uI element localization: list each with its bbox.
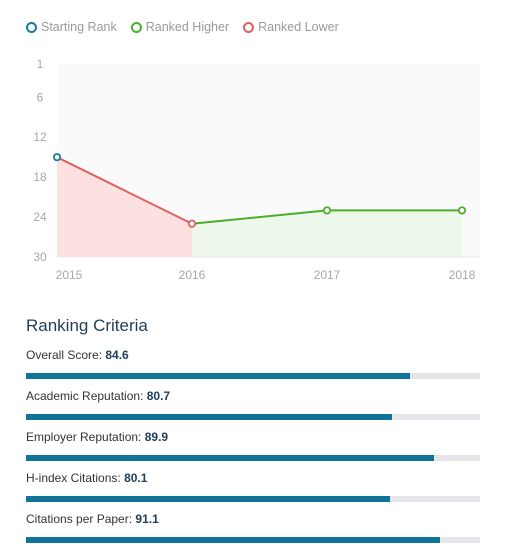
- criterion-value: 84.6: [105, 348, 129, 362]
- criterion-citations-per-paper: Citations per Paper: 91.1: [26, 510, 480, 551]
- y-tick-label: 30: [33, 250, 47, 264]
- criterion-value: 91.1: [135, 512, 159, 526]
- criterion-label: Academic Reputation: 80.7: [26, 389, 170, 403]
- legend-label: Ranked Higher: [145, 20, 230, 34]
- score-bar-track: [26, 373, 480, 379]
- criterion-name: Citations per Paper:: [26, 512, 133, 526]
- score-bar-fill: [26, 414, 393, 420]
- y-tick-label: 24: [33, 210, 47, 224]
- x-tick-label: 2016: [179, 268, 206, 282]
- x-tick-label: 2015: [56, 268, 83, 282]
- score-bar-track: [26, 496, 480, 502]
- legend-marker-icon: [243, 21, 255, 33]
- criterion-label: Employer Reputation: 89.9: [26, 430, 168, 444]
- criterion-label: Overall Score: 84.6: [26, 348, 129, 362]
- legend-item-starting-rank[interactable]: Starting Rank: [26, 20, 117, 34]
- criterion-employer-reputation: Employer Reputation: 89.9: [26, 428, 480, 469]
- data-point-2018: [457, 206, 467, 215]
- criterion-overall-score: Overall Score: 84.6: [26, 346, 480, 387]
- score-bar-track: [26, 455, 480, 461]
- criteria-list: Overall Score: 84.6 Academic Reputation:…: [26, 346, 480, 551]
- criterion-value: 80.7: [146, 389, 171, 403]
- score-bar-fill: [26, 455, 435, 461]
- score-bar-track: [26, 414, 480, 420]
- criterion-label: Citations per Paper: 91.1: [26, 512, 159, 526]
- legend-item-ranked-lower[interactable]: Ranked Lower: [243, 20, 339, 34]
- chart-legend: Starting Rank Ranked Higher Ranked Lower: [26, 20, 339, 34]
- criterion-value: 89.9: [144, 430, 169, 444]
- y-tick-label: 1: [37, 57, 44, 71]
- series-area-0: [57, 157, 192, 257]
- score-bar-fill: [26, 537, 440, 543]
- legend-item-ranked-higher[interactable]: Ranked Higher: [130, 20, 230, 34]
- criterion-label: H-index Citations: 80.1: [26, 471, 147, 485]
- score-bar-fill: [26, 496, 390, 502]
- data-point-2017: [322, 206, 332, 215]
- criterion-name: H-index Citations:: [26, 471, 121, 485]
- data-point-2016: [187, 219, 197, 228]
- criterion-name: Employer Reputation:: [26, 430, 142, 444]
- criterion-academic-reputation: Academic Reputation: 80.7: [26, 387, 480, 428]
- legend-label: Starting Rank: [41, 20, 117, 34]
- rank-history-chart: 1 6 12 18 24 30 2015 2016 2017 2018: [33, 57, 480, 282]
- x-tick-label: 2017: [314, 268, 341, 282]
- legend-marker-icon: [26, 21, 37, 33]
- y-tick-label: 18: [33, 170, 47, 184]
- data-point-2015: [52, 153, 62, 162]
- y-tick-label: 6: [37, 90, 44, 104]
- legend-label: Ranked Lower: [258, 20, 339, 34]
- criterion-name: Academic Reputation:: [26, 389, 144, 403]
- series-line-0: [56, 156, 193, 225]
- x-tick-label: 2018: [449, 268, 476, 282]
- criterion-h-index-citations: H-index Citations: 80.1: [26, 469, 480, 510]
- legend-marker-icon: [130, 21, 142, 33]
- score-bar-fill: [26, 373, 411, 379]
- criteria-title: Ranking Criteria: [26, 316, 148, 335]
- criterion-name: Overall Score:: [26, 348, 103, 362]
- score-bar-track: [26, 537, 480, 543]
- y-tick-label: 12: [33, 130, 47, 144]
- series-area-1: [192, 210, 462, 257]
- criterion-value: 80.1: [124, 471, 148, 485]
